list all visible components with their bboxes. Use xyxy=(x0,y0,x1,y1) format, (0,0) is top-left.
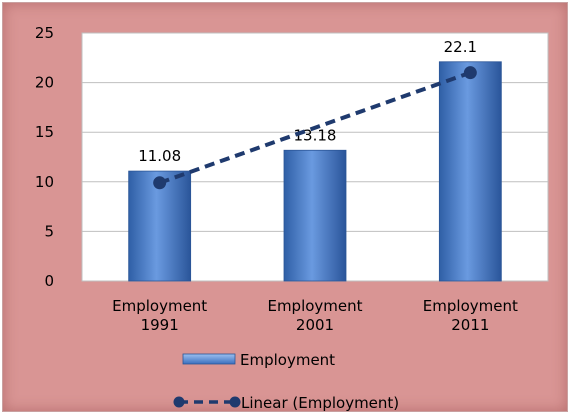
legend-label-trendline: Linear (Employment) xyxy=(241,394,399,412)
bars xyxy=(128,61,502,282)
bar xyxy=(283,149,347,282)
trendline-marker xyxy=(463,66,477,80)
legend-swatch-employment xyxy=(182,353,236,365)
legend: Employment Linear (Employment) xyxy=(173,351,399,412)
y-tick-label: 5 xyxy=(44,222,54,240)
y-tick-label: 0 xyxy=(44,272,54,290)
x-category-label: Employment 2011 xyxy=(423,297,518,334)
legend-marker-trendline xyxy=(173,396,185,408)
y-tick-label: 10 xyxy=(35,173,54,191)
y-tick-label: 25 xyxy=(35,24,54,42)
y-tick-label: 15 xyxy=(35,123,54,141)
y-tick-label: 20 xyxy=(35,74,54,92)
trendline-marker xyxy=(153,176,167,190)
legend-label-employment: Employment xyxy=(240,351,335,369)
x-axis-categories: Employment 1991 Employment 2001 Employment 20… xyxy=(112,297,518,334)
data-label: 11.08 xyxy=(138,147,181,165)
trendline xyxy=(153,66,477,190)
bar xyxy=(438,61,502,282)
chart-frame: 0 5 10 15 20 25 11.08 13.18 22.1 Employment 1991… xyxy=(2,2,568,412)
legend-marker-trendline xyxy=(229,396,241,408)
x-category-label: Employment 2001 xyxy=(267,297,362,334)
data-label: 22.1 xyxy=(444,38,477,56)
bar xyxy=(128,170,192,282)
trendline-path xyxy=(158,70,472,185)
x-category-label: Employment 1991 xyxy=(112,297,207,334)
y-axis-ticks: 0 5 10 15 20 25 xyxy=(35,24,54,290)
